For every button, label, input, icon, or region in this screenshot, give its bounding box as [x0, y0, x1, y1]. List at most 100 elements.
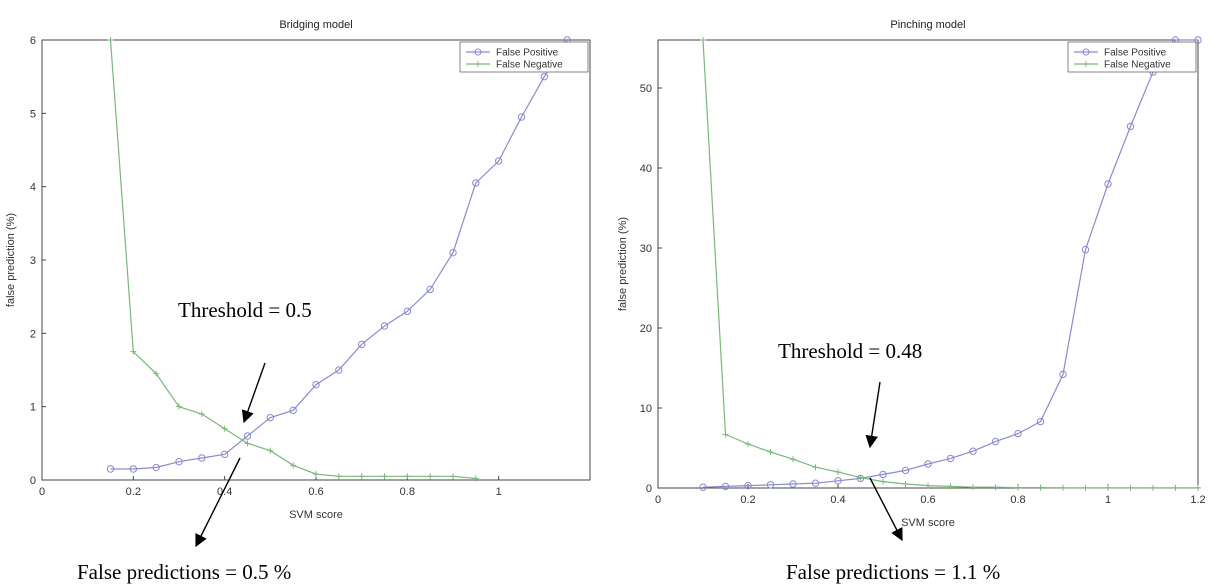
- data-point: [970, 484, 976, 491]
- data-point: [357, 340, 366, 349]
- data-point: [1081, 245, 1090, 254]
- data-point: [1105, 484, 1111, 491]
- data-point: [427, 473, 434, 480]
- data-point: [152, 463, 160, 472]
- y-tick-label: 0: [646, 483, 652, 495]
- y-tick-label: 5: [30, 108, 36, 120]
- data-point: [494, 157, 503, 165]
- data-point: [313, 471, 319, 478]
- data-point: [901, 466, 910, 475]
- data-point: [946, 454, 955, 463]
- data-point: [358, 473, 365, 480]
- data-point: [176, 403, 182, 410]
- data-point: [902, 481, 909, 487]
- data-point: [835, 469, 841, 475]
- y-tick-label: 0: [30, 475, 36, 487]
- data-point: [472, 179, 480, 187]
- legend-marker: [1083, 61, 1089, 67]
- y-axis-label: false prediction (%): [617, 217, 629, 311]
- x-axis-label: SVM score: [901, 517, 955, 529]
- chart-title: Bridging model: [279, 19, 352, 31]
- data-point: [834, 477, 842, 485]
- data-point: [426, 285, 434, 294]
- x-tick-label: 1.2: [1190, 494, 1205, 506]
- legend-box: [1067, 41, 1197, 73]
- plot-area: [657, 39, 1199, 489]
- data-point: [1015, 484, 1021, 491]
- data-point: [1194, 36, 1202, 44]
- x-axis-label: SVM score: [289, 509, 343, 521]
- data-point: [700, 37, 706, 43]
- data-point: [1195, 484, 1201, 491]
- data-point: [1082, 484, 1089, 491]
- data-point: [403, 307, 412, 316]
- x-tick-label: 0.8: [400, 486, 415, 498]
- false-predictions-annotation: False predictions = 0.5 %: [77, 560, 291, 584]
- y-tick-label: 2: [30, 328, 36, 340]
- data-point: [745, 441, 751, 447]
- data-point: [1037, 484, 1044, 491]
- data-point: [289, 406, 297, 415]
- pinching-chart: Pinching model SVM score false predictio…: [617, 19, 1206, 529]
- data-point: [472, 475, 479, 482]
- data-point: [1127, 484, 1134, 491]
- data-point: [290, 462, 297, 469]
- series-layer: [106, 36, 571, 482]
- legend-box: [459, 41, 589, 73]
- data-point: [335, 366, 343, 374]
- y-tick-label: 6: [30, 35, 36, 47]
- data-point: [767, 449, 774, 455]
- x-tick-label: 0: [655, 494, 661, 506]
- data-point: [106, 465, 115, 473]
- x-tick-label: 0.2: [740, 494, 755, 506]
- legend-marker: [474, 48, 482, 56]
- y-tick-label: 40: [640, 163, 652, 175]
- data-point: [992, 484, 999, 491]
- series-layer: [699, 36, 1202, 491]
- data-point: [153, 370, 160, 377]
- data-point: [244, 440, 251, 447]
- data-point: [221, 425, 228, 432]
- bridging-chart: Bridging model SVM score false predictio…: [5, 19, 591, 521]
- data-point: [790, 456, 796, 463]
- data-point: [175, 457, 183, 466]
- data-point: [335, 473, 342, 480]
- data-point: [1014, 429, 1022, 438]
- data-point: [540, 72, 549, 81]
- data-point: [404, 473, 411, 480]
- x-ticks: 0 0.2 0.4 0.6 0.8 1 1.2: [655, 484, 1206, 506]
- data-point: [450, 473, 456, 480]
- data-point: [220, 450, 229, 459]
- data-point: [879, 470, 887, 479]
- plot-area: [41, 39, 591, 481]
- data-point: [449, 248, 457, 257]
- data-point: [266, 413, 275, 422]
- y-tick-label: 50: [640, 83, 652, 95]
- legend-label: False Negative: [1104, 60, 1171, 71]
- false-predictions-arrow: [195, 457, 241, 548]
- data-point: [1060, 484, 1066, 491]
- data-point: [517, 113, 526, 121]
- threshold-annotation: Threshold = 0.48: [778, 339, 922, 363]
- data-point: [766, 481, 775, 489]
- data-point: [1172, 484, 1179, 491]
- false-predictions-annotation: False predictions = 1.1 %: [786, 560, 1000, 584]
- data-point: [1059, 370, 1067, 379]
- x-tick-label: 1: [1105, 494, 1111, 506]
- data-point: [722, 431, 729, 438]
- data-point: [129, 465, 138, 473]
- y-ticks: 0 1 2 3 4 5 6: [30, 35, 46, 487]
- data-point: [924, 460, 932, 468]
- y-tick-label: 1: [30, 402, 36, 414]
- data-point: [243, 432, 252, 440]
- data-point: [812, 464, 819, 471]
- data-point: [312, 380, 320, 389]
- data-point: [198, 411, 205, 417]
- y-tick-label: 4: [30, 182, 36, 194]
- data-point: [969, 447, 977, 455]
- legend-marker: [475, 61, 481, 67]
- x-tick-label: 1: [496, 486, 502, 498]
- data-point: [130, 348, 137, 355]
